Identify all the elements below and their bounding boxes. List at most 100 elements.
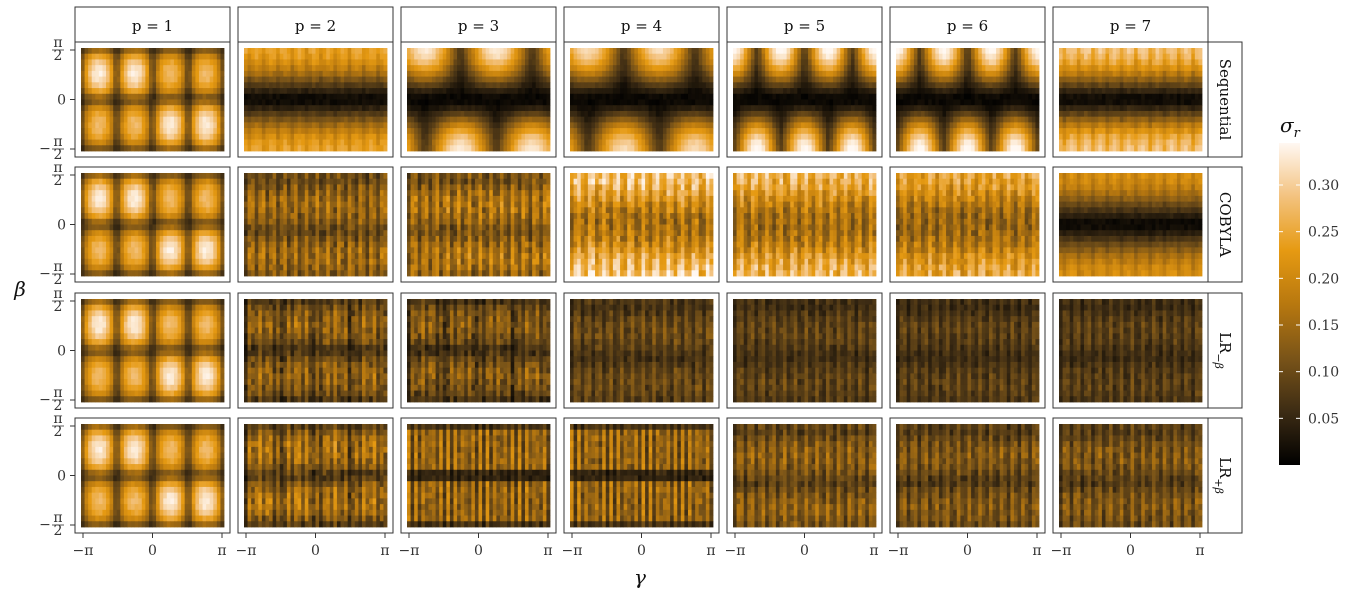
heatmap-cell [670,139,675,146]
heatmap-cell [163,110,168,118]
heatmap-cell [1148,110,1153,118]
heatmap-cell [216,70,221,78]
heatmap-cell [750,122,755,129]
heatmap-cell [120,99,125,106]
heatmap-cell [435,139,440,146]
heatmap-cell [645,110,650,118]
heatmap-cell [435,82,440,89]
heatmap-cell [655,65,660,72]
heatmap-cell [1144,88,1149,95]
heatmap-cell [602,88,607,95]
heatmap-cell [503,145,508,152]
heatmap-cell [166,59,171,66]
heatmap-cell [449,82,454,89]
heatmap-cell [365,139,370,146]
heatmap-cell [414,93,419,100]
heatmap-cell [758,133,762,140]
heatmap-cell [191,48,196,55]
heatmap-cell [928,145,933,152]
heatmap-cell [938,99,943,106]
heatmap-cell [946,110,951,118]
heatmap-cell [542,99,547,106]
heatmap-cell [446,116,451,123]
heatmap-cell [141,110,146,118]
heatmap-cell [492,93,497,100]
heatmap-cell [684,48,689,55]
heatmap-cell [106,82,111,89]
heatmap-cell [910,145,915,152]
heatmap-cell [595,88,599,95]
heatmap-cell [754,133,759,140]
heatmap-cell [379,122,384,129]
heatmap-cell [775,53,780,60]
heatmap-cell [825,93,830,100]
heatmap-cell [439,59,444,66]
heatmap-cell [358,48,363,55]
heatmap-cell [116,133,121,140]
heatmap-cell [113,48,118,55]
heatmap-cell [910,70,915,78]
heatmap-cell [924,53,929,60]
heatmap-cell [308,145,313,152]
heatmap-cell [818,48,823,55]
heatmap-cell [861,110,866,118]
heatmap-cell [102,122,107,129]
heatmap-cell [761,70,766,78]
heatmap-cell [691,82,696,89]
heatmap-cell [163,48,168,55]
heatmap-cell [290,70,295,78]
heatmap-cell [329,70,334,78]
heatmap-cell [1073,88,1078,95]
heatmap-cell [428,122,433,129]
heatmap-cell [432,139,436,146]
heatmap-cell [584,133,589,140]
heatmap-cell [913,99,918,106]
heatmap-cell [917,105,922,112]
heatmap-cell [1141,48,1146,55]
heatmap-cell [202,76,207,83]
heatmap-cell [992,82,997,89]
heatmap-cell [1137,65,1142,72]
heatmap-cell [811,139,816,146]
heatmap-cell [740,82,745,89]
heatmap-cell [808,122,813,129]
heatmap-cell [251,59,256,66]
heatmap-cell [1076,88,1081,95]
heatmap-cell [91,88,96,95]
heatmap-cell [1180,82,1185,89]
heatmap-cell [740,48,745,55]
heatmap-cell [1191,110,1196,118]
heatmap-cell [836,93,841,100]
heatmap-cell [276,128,281,135]
heatmap-cell [662,105,667,112]
heatmap-cell [931,99,936,106]
heatmap-cell [659,99,664,106]
heatmap-cell [206,139,211,146]
heatmap-cell [191,76,196,83]
heatmap-cell [691,70,696,78]
heatmap-cell [326,76,331,83]
heatmap-cell [276,145,281,152]
heatmap-cell [1021,59,1026,66]
heatmap-cell [206,82,211,89]
heatmap-cell [691,133,696,140]
heatmap-cell [276,53,281,60]
heatmap-cell [709,88,714,95]
heatmap-cell [949,128,954,135]
heatmap-cell [361,122,366,129]
heatmap-cell [924,128,929,135]
heatmap-cell [854,70,859,78]
heatmap-cell [988,145,993,152]
heatmap-cell [598,122,603,129]
heatmap-cell [659,116,664,123]
heatmap-cell [670,82,675,89]
heatmap-cell [376,116,381,123]
heatmap-cell [369,105,374,112]
heatmap-cell [471,99,476,106]
heatmap-cell [921,128,925,135]
heatmap-cell [1069,122,1074,129]
heatmap-cell [485,48,490,55]
heatmap-cell [783,110,788,118]
heatmap-cell [471,133,476,140]
heatmap-cell [913,48,918,55]
